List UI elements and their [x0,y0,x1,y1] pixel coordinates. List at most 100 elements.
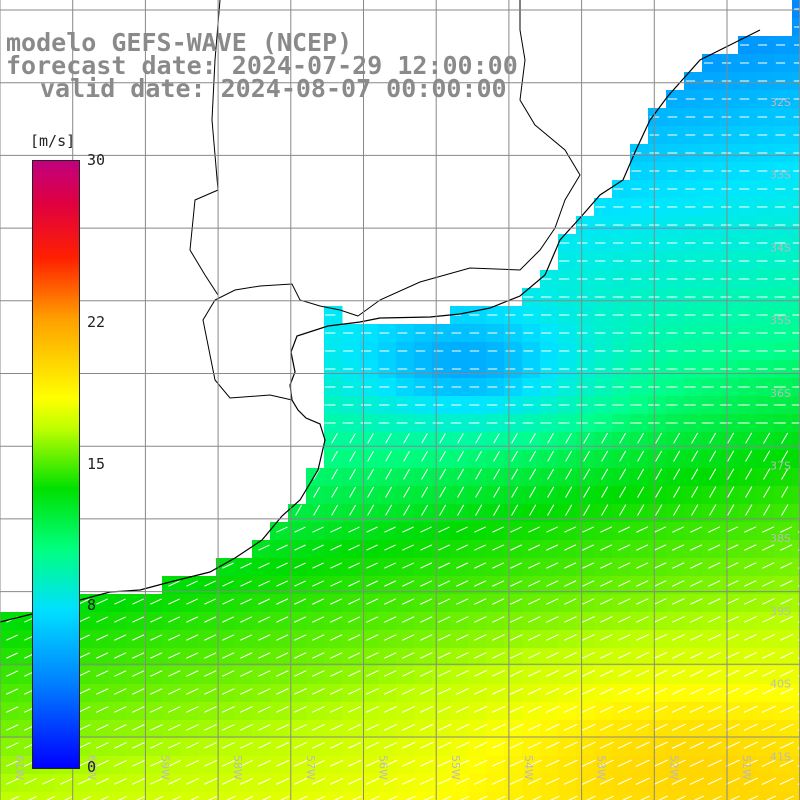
wind-arrow [131,760,145,767]
wind-arrow [547,433,554,444]
wind-arrow [473,777,488,785]
wind-arrow [351,795,362,800]
wind-arrow [333,795,344,800]
wind-arrow [279,795,290,800]
wind-arrow [366,580,379,587]
wind-arrow [222,616,235,623]
wind-arrow [222,688,235,695]
wind-arrow [419,723,434,731]
wind-arrow [635,759,650,767]
wind-arrow [491,652,505,659]
wind-arrow [545,759,560,767]
wind-arrow [365,670,379,677]
wind-arrow [707,634,721,641]
wind-arrow [257,742,271,749]
wind-arrow [510,562,523,569]
wind-arrow [456,580,469,587]
wind-cell [144,792,163,800]
wind-arrow [95,778,109,785]
wind-arrow [601,450,609,462]
wind-arrow [747,795,758,800]
wind-arrow [258,562,270,569]
wind-arrow [639,795,650,800]
wind-arrow [5,778,19,785]
wind-arrow [347,777,362,785]
wind-arrow [545,705,560,713]
wind-arrow [347,741,362,749]
wind-arrow [457,433,464,444]
wind-arrow [531,795,542,800]
wind-arrow [636,562,649,569]
wind-arrow [402,580,415,587]
wind-arrow [59,778,73,785]
wind-cell [270,792,289,800]
wind-arrow [401,759,416,767]
wind-arrow [617,634,631,641]
wind-arrow [9,796,19,800]
wind-arrow [240,634,253,641]
wind-arrow [564,526,576,533]
wind-arrow [567,795,578,800]
wind-arrow [349,486,357,498]
wind-arrow [437,759,452,767]
wind-arrow [294,634,307,641]
wind-cell [792,540,800,559]
wind-arrow [402,634,415,641]
wind-arrow [511,504,519,516]
wind-arrow [257,777,272,785]
wind-arrow [243,795,254,800]
wind-arrow [617,759,632,767]
latitude-label: 40S [770,678,791,691]
wind-arrow [511,468,519,480]
wind-arrow [203,742,217,749]
wind-arrow [423,795,434,800]
wind-arrow [510,598,523,605]
wind-arrow [475,450,482,462]
wind-cell [126,792,145,800]
wind-cell [450,792,469,800]
wind-arrow [6,670,19,677]
wind-arrow [437,723,452,731]
wind-arrow [315,795,326,800]
wind-arrow [547,450,554,462]
wind-arrow [583,486,591,498]
wind-arrow [348,616,361,623]
wind-arrow [312,634,325,641]
wind-arrow [492,562,505,569]
colorbar-tick-label: 30 [87,151,106,169]
wind-arrow [509,777,524,785]
wind-arrow [221,706,235,713]
wind-arrow [186,616,199,623]
wind-arrow [96,706,109,713]
wind-cell [792,504,800,523]
colorbar-unit: [m/s] [30,132,76,150]
wind-arrow [762,562,775,569]
wind-arrow [635,777,650,785]
wind-arrow [671,634,685,641]
wind-arrow [366,544,378,551]
wind-arrow [311,759,326,767]
wind-arrow [599,741,614,749]
longitude-label: 56W [377,755,390,780]
wind-arrow [438,580,451,587]
wind-arrow [709,486,717,498]
wind-arrow [617,651,631,659]
wind-arrow [781,432,789,444]
wind-arrow [599,705,614,713]
wind-arrow [582,544,595,551]
wind-arrow [509,634,523,641]
wind-arrow [113,778,127,785]
wind-arrow [240,580,252,587]
wind-arrow [455,705,470,713]
colorbar-tick-label: 15 [87,454,106,473]
wind-arrow [654,562,667,569]
wind-cell [306,792,325,800]
wind-arrow [312,616,325,623]
wind-arrow [403,433,410,444]
wind-arrow [347,670,361,677]
wind-arrow [601,468,609,480]
wind-arrow [618,580,631,587]
wind-cell [792,774,800,793]
wind-arrow [583,450,591,462]
